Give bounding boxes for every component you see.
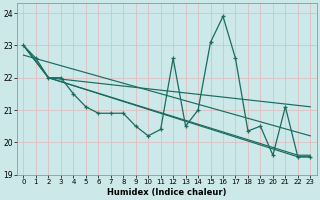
X-axis label: Humidex (Indice chaleur): Humidex (Indice chaleur)	[107, 188, 227, 197]
